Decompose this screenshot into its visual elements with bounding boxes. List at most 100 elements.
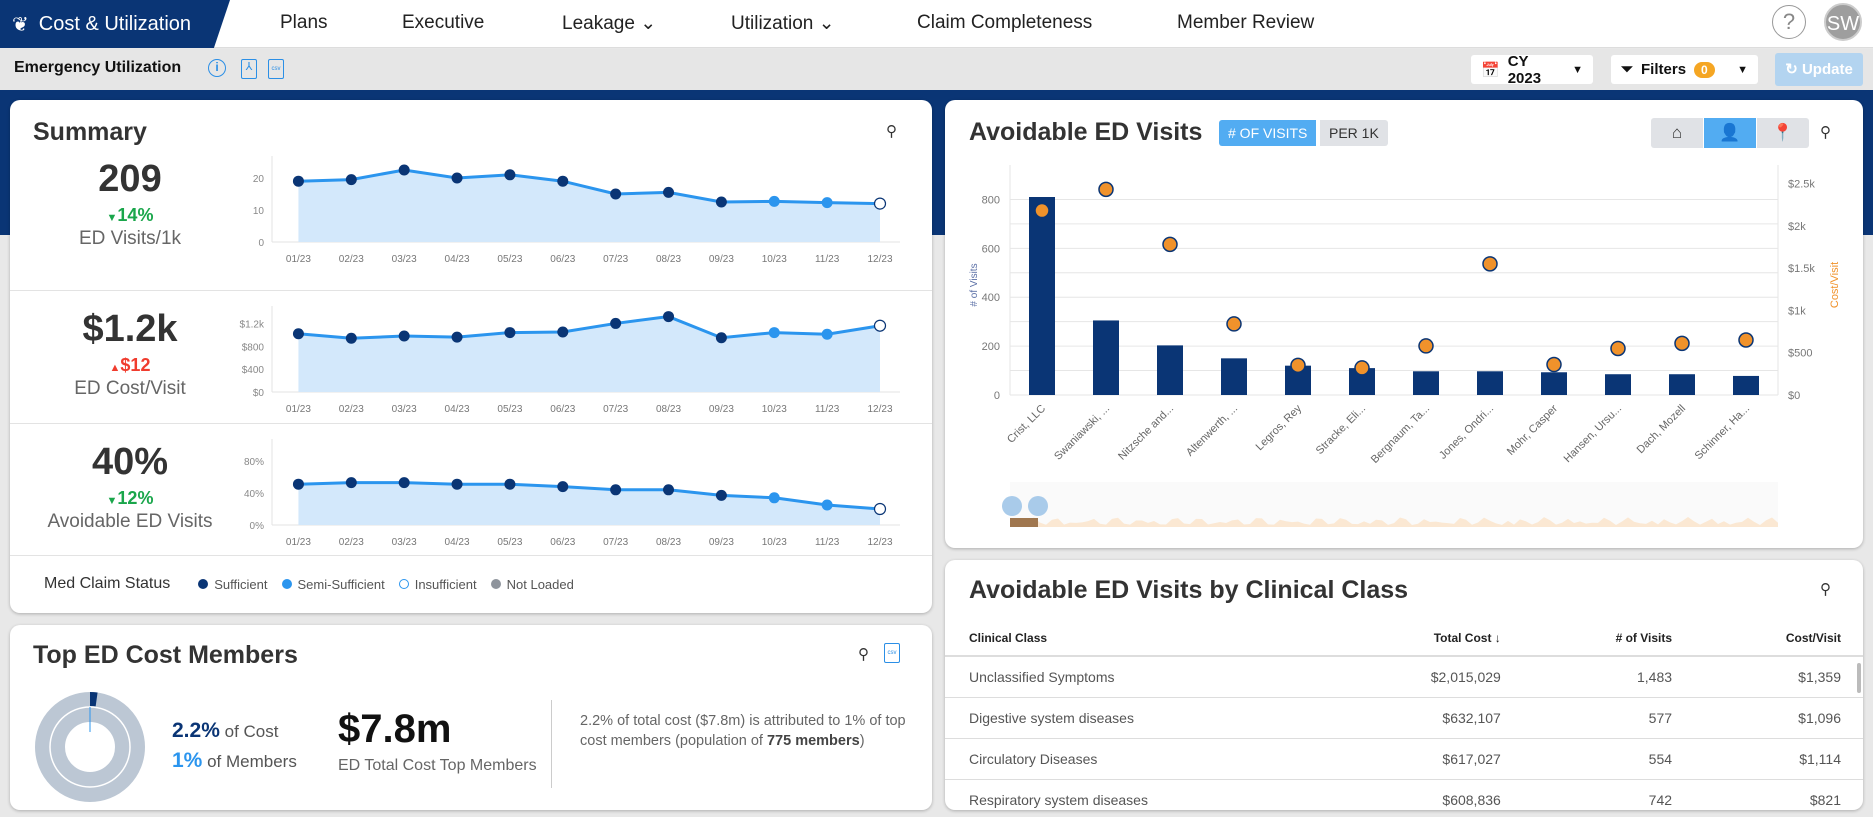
zoom-icon[interactable]: ⚲ (858, 646, 869, 663)
data-point[interactable] (715, 196, 727, 208)
data-point[interactable] (821, 328, 833, 340)
clinical-class-card: Avoidable ED Visits by Clinical Class ⚲ … (945, 560, 1863, 810)
visits-bar[interactable] (1413, 371, 1439, 395)
data-point[interactable] (292, 478, 304, 490)
data-point[interactable] (663, 311, 675, 323)
cost-visit-point[interactable] (1482, 256, 1498, 272)
data-point[interactable] (768, 195, 780, 207)
table-row[interactable]: Respiratory system diseases $608,836 742 $8… (945, 779, 1863, 810)
data-point[interactable] (821, 197, 833, 209)
col-clinical-class[interactable]: Clinical Class (945, 620, 1329, 657)
data-point[interactable] (504, 478, 516, 490)
data-point[interactable] (504, 327, 516, 339)
visits-bar[interactable] (1157, 345, 1183, 395)
data-point[interactable] (292, 328, 304, 340)
cost-visit-point[interactable] (1354, 360, 1370, 376)
data-point[interactable] (451, 172, 463, 184)
cost-visit-point[interactable] (1610, 340, 1626, 357)
data-point[interactable] (557, 326, 569, 338)
data-point[interactable] (768, 327, 780, 339)
data-point[interactable] (873, 502, 887, 516)
data-point[interactable] (557, 175, 569, 187)
update-button[interactable]: ↻ Update (1775, 53, 1863, 86)
scrollbar[interactable] (1857, 663, 1861, 693)
data-point[interactable] (345, 477, 357, 489)
cost-visit-point[interactable] (1226, 316, 1242, 332)
cost-visit-point[interactable] (1546, 356, 1562, 373)
navigator[interactable] (1010, 482, 1778, 527)
tab-num-visits[interactable]: # OF VISITS (1219, 120, 1317, 146)
table-row[interactable]: Digestive system diseases $632,107 577 $1,0… (945, 697, 1863, 739)
nav-leakage[interactable]: Leakage ⌄ (562, 12, 656, 35)
person-icon[interactable]: 👤 (1704, 118, 1756, 148)
table-row[interactable]: Unclassified Symptoms $2,015,029 1,483 $1,3… (945, 656, 1863, 698)
visits-bar[interactable] (1541, 372, 1567, 395)
data-point[interactable] (398, 164, 410, 176)
cost-visit-point[interactable] (1738, 332, 1754, 348)
data-point[interactable] (557, 481, 569, 493)
filters-dropdown[interactable]: ⏷ Filters 0 ▼ (1611, 55, 1758, 84)
visits-bar[interactable] (1221, 358, 1247, 395)
data-point[interactable] (821, 499, 833, 511)
data-point[interactable] (398, 330, 410, 342)
tab-per-1k[interactable]: PER 1K (1320, 120, 1388, 146)
zoom-icon[interactable]: ⚲ (1820, 581, 1831, 598)
col-cost-visit[interactable]: Cost/Visit (1694, 620, 1863, 657)
data-point[interactable] (873, 319, 887, 332)
nav-member-review[interactable]: Member Review (1177, 12, 1315, 33)
sparkline-chart: $0 $400 $800 $1.2k 01/23 02/23 03/23 04/23 05/23… (240, 306, 900, 415)
zoom-icon[interactable]: ⚲ (886, 123, 897, 140)
period-dropdown[interactable]: 📅 CY 2023 ▼ (1471, 53, 1593, 87)
visits-bar[interactable] (1605, 374, 1631, 395)
data-point[interactable] (504, 169, 516, 181)
visits-bar[interactable] (1029, 197, 1055, 395)
cost-visit-point[interactable] (1674, 335, 1690, 352)
csv-icon[interactable]: csv (884, 643, 900, 663)
visits-bar[interactable] (1093, 320, 1119, 395)
data-point[interactable] (451, 331, 463, 343)
visits-bar[interactable] (1669, 374, 1695, 395)
nav-executive[interactable]: Executive (402, 12, 485, 33)
info-icon[interactable]: i (208, 59, 226, 77)
nav-claim-completeness[interactable]: Claim Completeness (917, 12, 1093, 33)
cost-visit-point[interactable] (1418, 338, 1434, 354)
cost-visit-point[interactable] (1162, 236, 1178, 253)
nav-plans[interactable]: Plans (280, 12, 328, 33)
data-point[interactable] (451, 478, 463, 490)
navigator-selection[interactable] (1010, 518, 1038, 527)
avatar[interactable]: SW (1824, 3, 1862, 41)
cost-visit-point[interactable] (1290, 357, 1306, 374)
nav-utilization[interactable]: Utilization ⌄ (731, 12, 835, 35)
data-point[interactable] (292, 175, 304, 187)
data-point[interactable] (663, 484, 675, 496)
visits-bar[interactable] (1477, 371, 1503, 395)
location-icon[interactable]: 📍 (1757, 118, 1809, 148)
col-visits[interactable]: # of Visits (1522, 620, 1695, 657)
cost-visit-point[interactable] (1034, 202, 1050, 219)
zoom-icon[interactable]: ⚲ (1820, 124, 1831, 141)
cost-visit-point[interactable] (1098, 181, 1114, 198)
data-point[interactable] (768, 492, 780, 504)
donut-slice[interactable] (90, 692, 98, 707)
data-point[interactable] (873, 197, 887, 210)
members-pct: 1% (172, 749, 203, 772)
data-point[interactable] (398, 477, 410, 489)
pdf-icon[interactable]: ⅄ (241, 59, 257, 79)
help-icon[interactable]: ? (1772, 5, 1806, 39)
data-point[interactable] (663, 186, 675, 198)
csv-icon[interactable]: csv (268, 59, 284, 79)
data-point[interactable] (610, 484, 622, 496)
navigator-handle-left[interactable] (1002, 496, 1022, 516)
brand[interactable]: ❦ Cost & Utilization (0, 0, 230, 48)
data-point[interactable] (715, 332, 727, 344)
data-point[interactable] (610, 317, 622, 329)
data-point[interactable] (715, 489, 727, 501)
data-point[interactable] (345, 332, 357, 344)
navigator-handle-right[interactable] (1028, 496, 1048, 516)
table-row[interactable]: Circulatory Diseases $617,027 554 $1,114 (945, 738, 1863, 780)
data-point[interactable] (345, 174, 357, 186)
data-point[interactable] (610, 188, 622, 200)
col-total-cost[interactable]: Total Cost ↓ (1328, 620, 1523, 657)
visits-bar[interactable] (1733, 375, 1759, 395)
home-icon[interactable]: ⌂ (1651, 118, 1703, 148)
